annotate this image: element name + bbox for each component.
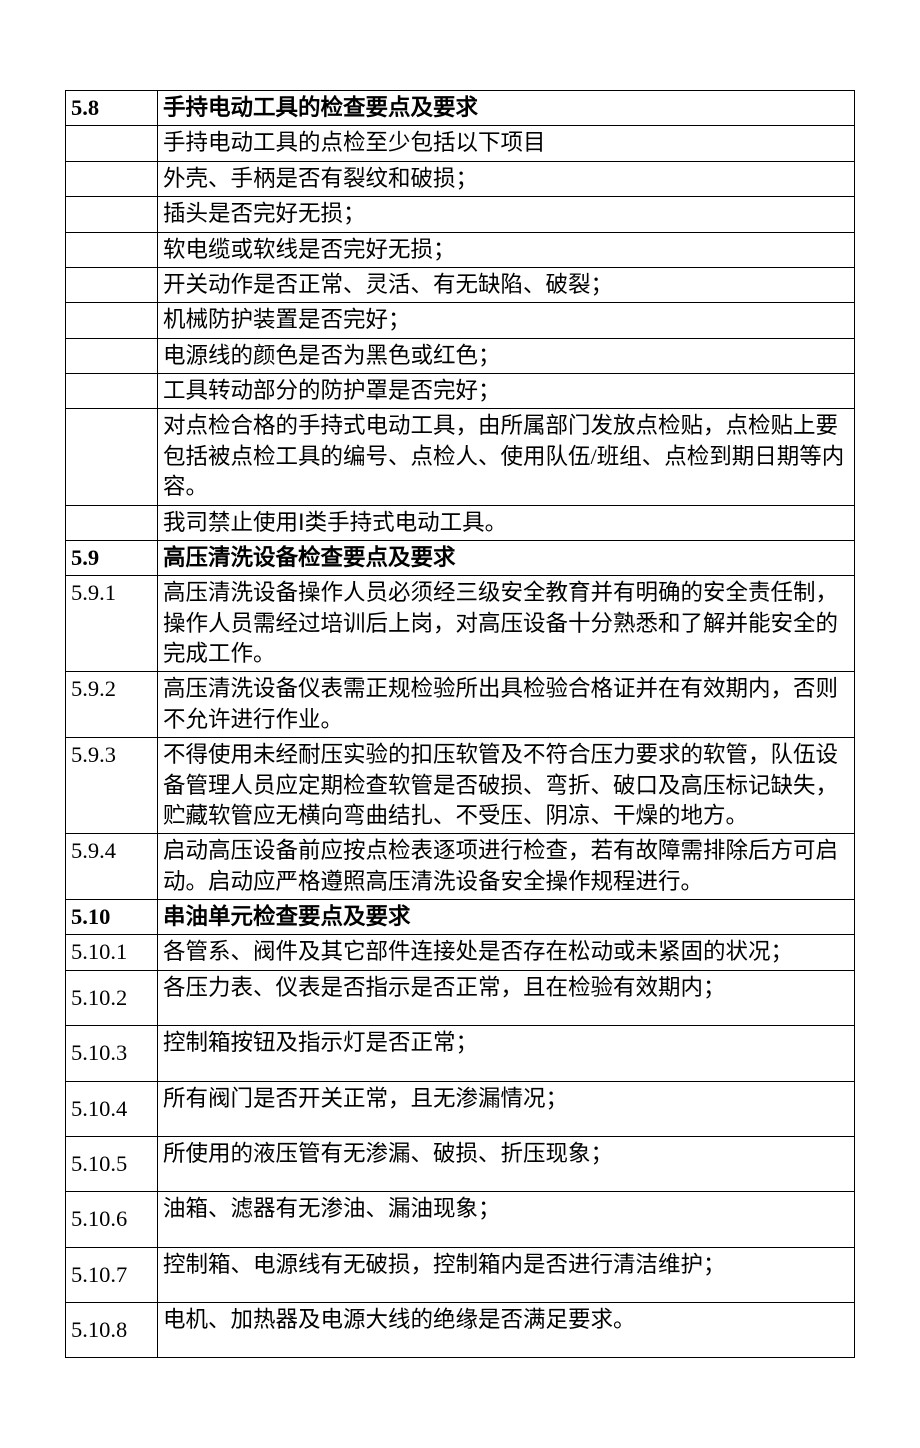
table-row: 工具转动部分的防护罩是否完好； bbox=[66, 374, 855, 409]
table-row: 5.10.7控制箱、电源线有无破损，控制箱内是否进行清洁维护； bbox=[66, 1247, 855, 1302]
row-number-cell bbox=[66, 505, 158, 540]
row-content-cell: 所使用的液压管有无渗漏、破损、折压现象； bbox=[158, 1136, 855, 1191]
table-row: 5.9.2高压清洗设备仪表需正规检验所出具检验合格证并在有效期内，否则不允许进行… bbox=[66, 672, 855, 738]
table-row: 开关动作是否正常、灵活、有无缺陷、破裂； bbox=[66, 267, 855, 302]
table-row: 电源线的颜色是否为黑色或红色； bbox=[66, 338, 855, 373]
row-number-cell: 5.10 bbox=[66, 900, 158, 935]
row-content-cell: 高压清洗设备操作人员必须经三级安全教育并有明确的安全责任制，操作人员需经过培训后… bbox=[158, 576, 855, 672]
table-row: 5.10.8电机、加热器及电源大线的绝缘是否满足要求。 bbox=[66, 1303, 855, 1358]
row-content-cell: 电机、加热器及电源大线的绝缘是否满足要求。 bbox=[158, 1303, 855, 1358]
table-row: 机械防护装置是否完好； bbox=[66, 303, 855, 338]
table-body: 5.8手持电动工具的检查要点及要求手持电动工具的点检至少包括以下项目外壳、手柄是… bbox=[66, 91, 855, 1358]
table-row: 5.9.1高压清洗设备操作人员必须经三级安全教育并有明确的安全责任制，操作人员需… bbox=[66, 576, 855, 672]
table-row: 对点检合格的手持式电动工具，由所属部门发放点检贴，点检贴上要包括被点检工具的编号… bbox=[66, 409, 855, 505]
table-row: 5.10.6油箱、滤器有无渗油、漏油现象； bbox=[66, 1192, 855, 1247]
row-number-cell: 5.10.7 bbox=[66, 1247, 158, 1302]
row-content-cell: 油箱、滤器有无渗油、漏油现象； bbox=[158, 1192, 855, 1247]
table-row: 我司禁止使用Ⅰ类手持式电动工具。 bbox=[66, 505, 855, 540]
row-content-cell: 软电缆或软线是否完好无损； bbox=[158, 232, 855, 267]
row-number-cell: 5.10.3 bbox=[66, 1026, 158, 1081]
table-row: 5.10串油单元检查要点及要求 bbox=[66, 900, 855, 935]
row-number-cell: 5.9.3 bbox=[66, 738, 158, 834]
row-number-cell: 5.10.5 bbox=[66, 1136, 158, 1191]
table-row: 5.10.5所使用的液压管有无渗漏、破损、折压现象； bbox=[66, 1136, 855, 1191]
row-content-cell: 各压力表、仪表是否指示是否正常，且在检验有效期内； bbox=[158, 970, 855, 1025]
row-content-cell: 高压清洗设备仪表需正规检验所出具检验合格证并在有效期内，否则不允许进行作业。 bbox=[158, 672, 855, 738]
row-number-cell: 5.10.6 bbox=[66, 1192, 158, 1247]
row-number-cell bbox=[66, 409, 158, 505]
row-content-cell: 我司禁止使用Ⅰ类手持式电动工具。 bbox=[158, 505, 855, 540]
row-number-cell bbox=[66, 267, 158, 302]
table-row: 插头是否完好无损； bbox=[66, 197, 855, 232]
row-number-cell: 5.9 bbox=[66, 540, 158, 575]
row-number-cell: 5.10.2 bbox=[66, 970, 158, 1025]
row-content-cell: 机械防护装置是否完好； bbox=[158, 303, 855, 338]
table-row: 5.10.1各管系、阀件及其它部件连接处是否存在松动或未紧固的状况； bbox=[66, 935, 855, 970]
row-content-cell: 所有阀门是否开关正常，且无渗漏情况； bbox=[158, 1081, 855, 1136]
table-row: 5.10.3控制箱按钮及指示灯是否正常； bbox=[66, 1026, 855, 1081]
table-row: 5.9.3不得使用未经耐压实验的扣压软管及不符合压力要求的软管，队伍设备管理人员… bbox=[66, 738, 855, 834]
row-number-cell bbox=[66, 303, 158, 338]
table-row: 软电缆或软线是否完好无损； bbox=[66, 232, 855, 267]
row-content-cell: 控制箱、电源线有无破损，控制箱内是否进行清洁维护； bbox=[158, 1247, 855, 1302]
row-content-cell: 串油单元检查要点及要求 bbox=[158, 900, 855, 935]
row-content-cell: 手持电动工具的检查要点及要求 bbox=[158, 91, 855, 126]
table-row: 5.10.4所有阀门是否开关正常，且无渗漏情况； bbox=[66, 1081, 855, 1136]
row-number-cell bbox=[66, 197, 158, 232]
row-number-cell: 5.10.8 bbox=[66, 1303, 158, 1358]
row-content-cell: 高压清洗设备检查要点及要求 bbox=[158, 540, 855, 575]
row-number-cell: 5.9.1 bbox=[66, 576, 158, 672]
row-content-cell: 手持电动工具的点检至少包括以下项目 bbox=[158, 126, 855, 161]
row-number-cell bbox=[66, 232, 158, 267]
row-number-cell: 5.10.1 bbox=[66, 935, 158, 970]
table-row: 外壳、手柄是否有裂纹和破损； bbox=[66, 161, 855, 196]
table-row: 5.8手持电动工具的检查要点及要求 bbox=[66, 91, 855, 126]
row-number-cell bbox=[66, 161, 158, 196]
row-number-cell: 5.10.4 bbox=[66, 1081, 158, 1136]
row-content-cell: 不得使用未经耐压实验的扣压软管及不符合压力要求的软管，队伍设备管理人员应定期检查… bbox=[158, 738, 855, 834]
table-row: 5.9.4启动高压设备前应按点检表逐项进行检查，若有故障需排除后方可启动。启动应… bbox=[66, 834, 855, 900]
row-content-cell: 外壳、手柄是否有裂纹和破损； bbox=[158, 161, 855, 196]
row-number-cell bbox=[66, 338, 158, 373]
row-number-cell: 5.9.4 bbox=[66, 834, 158, 900]
row-content-cell: 启动高压设备前应按点检表逐项进行检查，若有故障需排除后方可启动。启动应严格遵照高… bbox=[158, 834, 855, 900]
table-row: 5.9高压清洗设备检查要点及要求 bbox=[66, 540, 855, 575]
table-row: 5.10.2各压力表、仪表是否指示是否正常，且在检验有效期内； bbox=[66, 970, 855, 1025]
row-content-cell: 工具转动部分的防护罩是否完好； bbox=[158, 374, 855, 409]
row-number-cell: 5.9.2 bbox=[66, 672, 158, 738]
row-number-cell bbox=[66, 374, 158, 409]
row-content-cell: 开关动作是否正常、灵活、有无缺陷、破裂； bbox=[158, 267, 855, 302]
row-number-cell: 5.8 bbox=[66, 91, 158, 126]
table-row: 手持电动工具的点检至少包括以下项目 bbox=[66, 126, 855, 161]
row-content-cell: 插头是否完好无损； bbox=[158, 197, 855, 232]
row-content-cell: 各管系、阀件及其它部件连接处是否存在松动或未紧固的状况； bbox=[158, 935, 855, 970]
row-content-cell: 对点检合格的手持式电动工具，由所属部门发放点检贴，点检贴上要包括被点检工具的编号… bbox=[158, 409, 855, 505]
inspection-requirements-table: 5.8手持电动工具的检查要点及要求手持电动工具的点检至少包括以下项目外壳、手柄是… bbox=[65, 90, 855, 1358]
row-content-cell: 电源线的颜色是否为黑色或红色； bbox=[158, 338, 855, 373]
row-content-cell: 控制箱按钮及指示灯是否正常； bbox=[158, 1026, 855, 1081]
row-number-cell bbox=[66, 126, 158, 161]
